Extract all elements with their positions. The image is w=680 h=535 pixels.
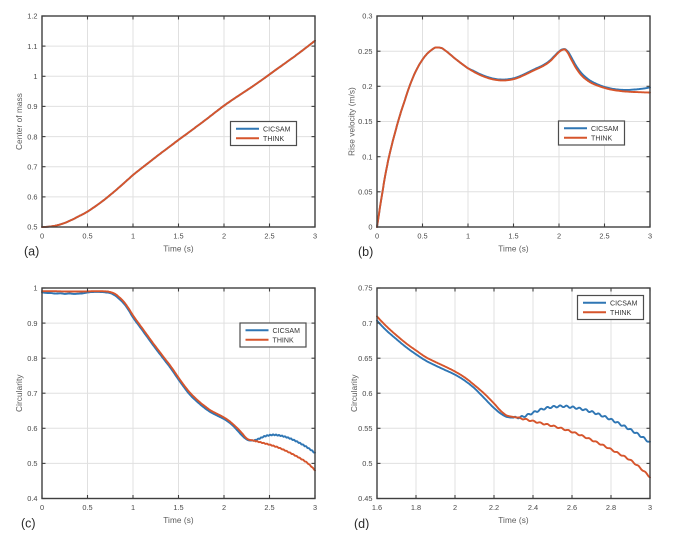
svg-text:1: 1	[131, 503, 135, 512]
svg-text:0.2: 0.2	[362, 82, 372, 91]
svg-text:THINK: THINK	[273, 337, 295, 344]
svg-text:(d): (d)	[354, 517, 369, 530]
svg-text:0.5: 0.5	[82, 503, 92, 512]
svg-text:0: 0	[368, 223, 372, 232]
svg-text:1.5: 1.5	[173, 232, 183, 241]
svg-text:2.5: 2.5	[264, 232, 274, 241]
svg-text:0.3: 0.3	[362, 12, 372, 21]
svg-text:2: 2	[222, 232, 226, 241]
svg-text:1: 1	[466, 232, 470, 241]
svg-text:0.1: 0.1	[362, 152, 372, 161]
svg-text:1: 1	[33, 284, 37, 293]
svg-text:Rise velocity (m/s): Rise velocity (m/s)	[348, 87, 357, 156]
svg-text:Center of mass: Center of mass	[15, 93, 24, 150]
svg-text:0.55: 0.55	[358, 424, 372, 433]
svg-text:0.05: 0.05	[358, 188, 372, 197]
svg-text:0.5: 0.5	[362, 459, 372, 468]
svg-text:0.5: 0.5	[27, 459, 37, 468]
svg-text:0.5: 0.5	[27, 223, 37, 232]
svg-text:1.1: 1.1	[27, 42, 37, 51]
svg-text:Time (s): Time (s)	[498, 245, 529, 254]
svg-text:0.9: 0.9	[27, 319, 37, 328]
svg-text:(b): (b)	[358, 245, 373, 259]
svg-text:CICSAM: CICSAM	[263, 126, 291, 133]
svg-text:THINK: THINK	[263, 136, 285, 143]
svg-text:THINK: THINK	[610, 310, 632, 317]
svg-text:2: 2	[453, 503, 457, 512]
svg-text:0.6: 0.6	[362, 389, 372, 398]
svg-text:0.45: 0.45	[358, 494, 372, 503]
svg-text:0: 0	[375, 232, 379, 241]
svg-text:Circularity: Circularity	[15, 374, 24, 412]
svg-text:Circularity: Circularity	[350, 374, 359, 412]
svg-text:2: 2	[222, 503, 226, 512]
svg-text:0: 0	[40, 232, 44, 241]
svg-text:0.8: 0.8	[27, 354, 37, 363]
svg-text:2.5: 2.5	[599, 232, 609, 241]
svg-text:2.5: 2.5	[264, 503, 274, 512]
svg-text:0.75: 0.75	[358, 284, 372, 293]
svg-text:CICSAM: CICSAM	[273, 328, 301, 335]
svg-text:3: 3	[313, 232, 317, 241]
svg-text:0.9: 0.9	[27, 102, 37, 111]
svg-text:0.25: 0.25	[358, 47, 372, 56]
svg-text:0.7: 0.7	[27, 162, 37, 171]
svg-text:3: 3	[313, 503, 317, 512]
svg-text:0.65: 0.65	[358, 354, 372, 363]
svg-text:2.2: 2.2	[489, 503, 499, 512]
svg-text:Time (s): Time (s)	[163, 245, 194, 254]
svg-text:0.4: 0.4	[27, 494, 37, 503]
svg-text:2: 2	[557, 232, 561, 241]
svg-text:0.5: 0.5	[417, 232, 427, 241]
svg-text:2.6: 2.6	[567, 503, 577, 512]
svg-text:0.5: 0.5	[82, 232, 92, 241]
svg-text:Time (s): Time (s)	[163, 516, 194, 525]
svg-text:(c): (c)	[21, 517, 36, 531]
svg-text:1.2: 1.2	[27, 12, 37, 21]
svg-text:CICSAM: CICSAM	[610, 300, 638, 307]
svg-text:(a): (a)	[24, 245, 39, 259]
svg-text:Time (s): Time (s)	[498, 516, 529, 525]
svg-text:1.6: 1.6	[372, 503, 382, 512]
svg-text:1: 1	[33, 72, 37, 81]
svg-text:THINK: THINK	[591, 135, 613, 142]
svg-text:1.8: 1.8	[411, 503, 421, 512]
svg-text:2.4: 2.4	[528, 503, 538, 512]
svg-text:3: 3	[648, 232, 652, 241]
svg-text:0: 0	[40, 503, 44, 512]
svg-text:0.7: 0.7	[27, 389, 37, 398]
svg-text:3: 3	[648, 503, 652, 512]
svg-text:CICSAM: CICSAM	[591, 126, 619, 133]
svg-text:0.6: 0.6	[27, 424, 37, 433]
svg-text:1.5: 1.5	[173, 503, 183, 512]
svg-text:0.6: 0.6	[27, 193, 37, 202]
svg-text:2.8: 2.8	[606, 503, 616, 512]
svg-text:0.8: 0.8	[27, 132, 37, 141]
svg-text:0.15: 0.15	[358, 117, 372, 126]
svg-text:0.7: 0.7	[362, 319, 372, 328]
svg-text:1: 1	[131, 232, 135, 241]
svg-text:1.5: 1.5	[508, 232, 518, 241]
